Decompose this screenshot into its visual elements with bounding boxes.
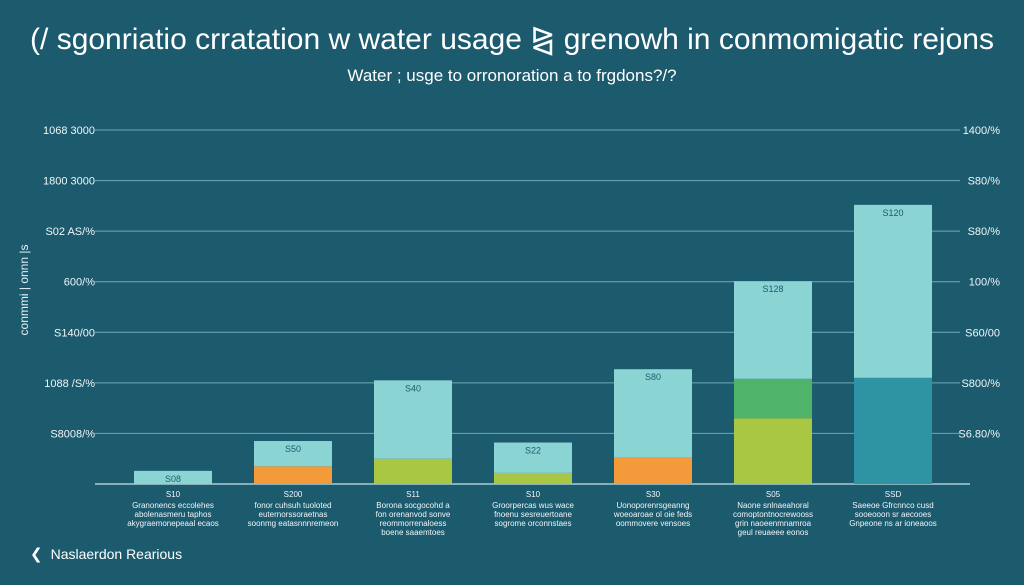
category-value-label: S200 bbox=[284, 490, 303, 499]
category-label-line: soonmg eatasnnnremeon bbox=[248, 519, 339, 528]
category-label-line: boene saaemtoes bbox=[381, 528, 445, 537]
category-label-line: fonor cuhsuh tuoloted bbox=[255, 501, 332, 510]
bar-segment bbox=[254, 466, 332, 484]
bar-segment bbox=[494, 442, 572, 473]
category-label-line: Borona socgocohd a bbox=[376, 501, 450, 510]
category-label-line: geul reuaeee eonos bbox=[738, 528, 809, 537]
category-label-line: reommorrenaloess bbox=[380, 519, 447, 528]
category-label-line: oommovere vensoes bbox=[616, 519, 690, 528]
category-value-label: S05 bbox=[766, 490, 781, 499]
bar-segment bbox=[734, 378, 812, 419]
bar-value-label: S22 bbox=[525, 446, 541, 456]
category-value-label: S10 bbox=[166, 490, 181, 499]
arrow-left-icon: ❮ bbox=[30, 546, 43, 563]
bar-segment bbox=[734, 281, 812, 379]
bar-segment bbox=[614, 369, 692, 458]
category-label-line: fon orenanvod sonve bbox=[376, 510, 451, 519]
y-tick-label-right: S80/% bbox=[968, 226, 1001, 238]
category-label-line: abolenasmeru taphos bbox=[135, 510, 212, 519]
y-tick-label-right: S800/% bbox=[961, 378, 1000, 390]
bar-segment bbox=[734, 418, 812, 484]
bar-value-label: S120 bbox=[882, 208, 903, 218]
footer-text: Naslaerdon Rearious bbox=[50, 546, 183, 562]
category-label-line: euternorssoraetnas bbox=[259, 510, 328, 519]
category-label-line: akygraemonepeaal ecaos bbox=[127, 519, 219, 528]
bar-segment bbox=[854, 377, 932, 484]
category-label-line: Granonencs eccolehes bbox=[132, 501, 214, 510]
category-label-line: grin naoeenmnamroa bbox=[735, 519, 812, 528]
category-label-line: fnoenu sesreuertoane bbox=[494, 510, 572, 519]
category-label-line: comoptontnocrewooss bbox=[733, 510, 813, 519]
bar-segment bbox=[374, 458, 452, 484]
chart-subtitle: Water ; usge to orronoration a to frgdon… bbox=[347, 66, 677, 85]
category-label-line: Uonoporenrsgeanng bbox=[617, 501, 690, 510]
bar-value-label: S50 bbox=[285, 444, 301, 454]
y-tick-label-right: S6.80/% bbox=[958, 428, 1000, 440]
y-tick-label-left: 1068 3000 bbox=[43, 125, 95, 137]
chart-title: (/ sgonriatio crratation w water usage ⧎… bbox=[30, 23, 994, 56]
y-tick-label-right: S80/% bbox=[968, 176, 1001, 188]
category-value-label: S11 bbox=[406, 490, 420, 499]
category-label-line: Saeeoe Gfrcnnco cusd bbox=[852, 501, 933, 510]
category-label-line: sogrome orconnstaes bbox=[495, 519, 572, 528]
category-label-line: Gnpeone ns ar ioneaoos bbox=[849, 519, 937, 528]
bar-segment bbox=[374, 380, 452, 459]
bar-value-label: S08 bbox=[165, 474, 181, 484]
category-label-line: sooeooon sr aecooes bbox=[855, 510, 932, 519]
y-tick-label-left: S140/00 bbox=[54, 327, 95, 339]
category-value-label: S30 bbox=[646, 490, 661, 499]
category-label-line: Groorpercas wus wace bbox=[492, 501, 574, 510]
y-tick-label-right: 100/% bbox=[969, 277, 1000, 289]
bar-value-label: S80 bbox=[645, 372, 661, 382]
bar-segment bbox=[614, 457, 692, 484]
y-tick-label-left: 1088 /S/% bbox=[44, 378, 95, 390]
y-tick-label-right: S60/00 bbox=[965, 327, 1000, 339]
y-tick-label-left: S8008/% bbox=[50, 428, 95, 440]
category-label-line: Naone snlnaeahoral bbox=[737, 501, 809, 510]
bar-segment bbox=[254, 441, 332, 467]
y-tick-label-left: 600/% bbox=[64, 277, 95, 289]
bar-value-label: S40 bbox=[405, 383, 421, 393]
category-label-line: woeoaroae ol oie feds bbox=[613, 510, 692, 519]
bar-segment bbox=[854, 204, 932, 378]
bar-value-label: S128 bbox=[762, 284, 783, 294]
y-tick-label-right: 1400/% bbox=[963, 125, 1001, 137]
y-tick-label-left: S02 AS/% bbox=[45, 226, 95, 238]
bar-segment bbox=[494, 472, 572, 484]
y-tick-label-left: 1800 3000 bbox=[43, 176, 95, 188]
category-value-label: S10 bbox=[526, 490, 541, 499]
bar-segment bbox=[134, 470, 212, 484]
footer: ❮ Naslaerdon Rearious bbox=[30, 545, 182, 563]
category-value-label: SSD bbox=[885, 490, 902, 499]
